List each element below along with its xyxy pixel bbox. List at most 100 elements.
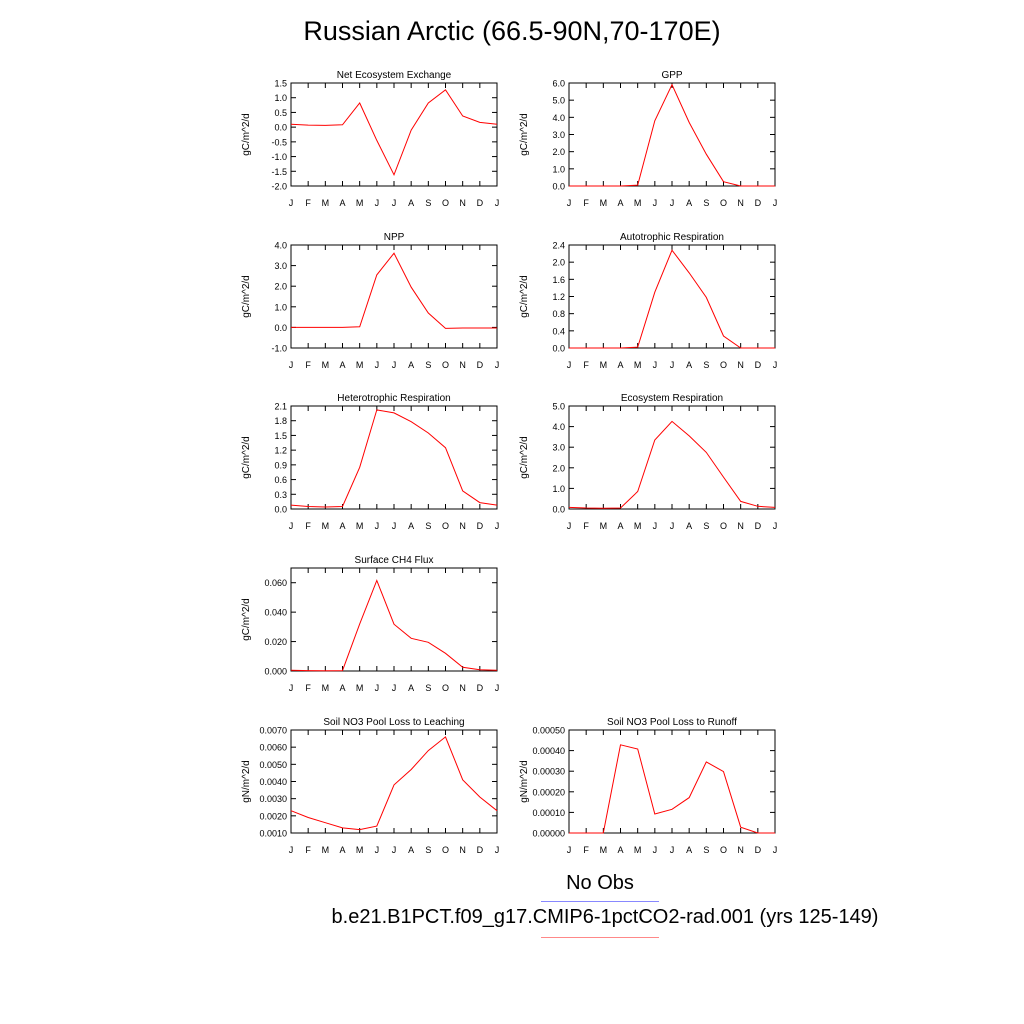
- x-tick-label: M: [322, 845, 330, 855]
- x-tick-label: J: [653, 360, 658, 370]
- x-tick-label: F: [305, 198, 311, 208]
- y-tick-label: 0.0070: [259, 726, 287, 736]
- y-axis-label: gC/m^2/d: [241, 113, 252, 156]
- x-tick-label: A: [686, 521, 692, 531]
- x-tick-label: M: [634, 360, 642, 370]
- y-axis-label: gN/m^2/d: [519, 760, 530, 803]
- x-tick-label: A: [408, 521, 414, 531]
- x-tick-label: J: [773, 198, 778, 208]
- x-tick-label: J: [495, 845, 500, 855]
- x-tick-label: J: [495, 683, 500, 693]
- y-tick-label: -1.0: [271, 344, 287, 354]
- y-tick-label: 0.020: [264, 637, 287, 647]
- x-tick-label: D: [477, 683, 484, 693]
- y-tick-label: 0.0: [552, 505, 565, 515]
- x-tick-label: J: [375, 683, 380, 693]
- x-tick-label: S: [703, 360, 709, 370]
- x-tick-label: M: [600, 521, 608, 531]
- y-axis-label: gC/m^2/d: [241, 436, 252, 479]
- x-tick-label: N: [459, 198, 466, 208]
- y-axis-label: gC/m^2/d: [519, 113, 530, 156]
- x-tick-label: D: [477, 845, 484, 855]
- x-tick-label: M: [600, 845, 608, 855]
- x-tick-label: O: [720, 521, 727, 531]
- panel-title: GPP: [661, 70, 682, 81]
- x-tick-label: A: [686, 360, 692, 370]
- x-tick-label: F: [305, 521, 311, 531]
- x-tick-label: S: [703, 845, 709, 855]
- x-tick-label: J: [289, 360, 294, 370]
- y-tick-label: 0.8: [552, 309, 565, 319]
- y-tick-label: -0.5: [271, 137, 287, 147]
- y-tick-label: 0.00000: [532, 829, 565, 839]
- x-tick-label: A: [617, 360, 623, 370]
- x-tick-label: J: [289, 198, 294, 208]
- plot-frame: [568, 82, 776, 187]
- x-tick-label: J: [567, 360, 572, 370]
- x-tick-label: O: [720, 360, 727, 370]
- x-tick-label: J: [495, 198, 500, 208]
- x-tick-label: A: [686, 845, 692, 855]
- series-line: [290, 409, 498, 508]
- panel-title: NPP: [384, 232, 405, 243]
- x-tick-label: O: [442, 360, 449, 370]
- y-tick-label: 0.040: [264, 608, 287, 618]
- x-tick-label: J: [289, 521, 294, 531]
- x-tick-label: A: [408, 683, 414, 693]
- x-tick-label: A: [408, 845, 414, 855]
- x-tick-label: M: [356, 360, 364, 370]
- x-tick-label: M: [356, 845, 364, 855]
- x-tick-label: N: [737, 845, 744, 855]
- y-tick-label: 2.4: [552, 241, 565, 251]
- panel-title: Autotrophic Respiration: [620, 232, 724, 243]
- x-tick-label: J: [670, 845, 675, 855]
- y-tick-label: 4.0: [552, 113, 565, 123]
- x-tick-label: M: [634, 198, 642, 208]
- y-tick-label: 1.2: [552, 292, 565, 302]
- plot-frame: [290, 82, 498, 187]
- y-tick-label: 1.8: [274, 416, 287, 426]
- legend-model-line: [541, 937, 659, 938]
- plot-frame: [568, 244, 776, 349]
- x-tick-label: O: [442, 683, 449, 693]
- y-tick-label: 6.0: [552, 79, 565, 89]
- y-tick-label: 5.0: [552, 402, 565, 412]
- plot-frame: [290, 567, 498, 672]
- y-tick-label: -1.5: [271, 167, 287, 177]
- x-tick-label: J: [567, 845, 572, 855]
- y-tick-label: 0.0: [274, 505, 287, 515]
- x-tick-label: M: [322, 521, 330, 531]
- y-tick-label: 1.0: [274, 93, 287, 103]
- legend-obs-label: No Obs: [566, 872, 634, 894]
- plot-frame: [290, 244, 498, 349]
- y-tick-label: 0.00040: [532, 746, 565, 756]
- x-tick-label: J: [653, 845, 658, 855]
- x-tick-label: A: [339, 198, 345, 208]
- x-tick-label: N: [737, 360, 744, 370]
- figure-title: Russian Arctic (66.5-90N,70-170E): [303, 16, 721, 46]
- x-tick-label: S: [425, 845, 431, 855]
- x-tick-label: M: [322, 198, 330, 208]
- x-tick-label: J: [773, 521, 778, 531]
- y-tick-label: 2.0: [552, 463, 565, 473]
- y-tick-label: 2.0: [552, 258, 565, 268]
- legend-model-label: b.e21.B1PCT.f09_g17.CMIP6-1pctCO2-rad.00…: [331, 906, 879, 928]
- x-tick-label: F: [305, 845, 311, 855]
- panel-title: Soil NO3 Pool Loss to Leaching: [323, 717, 464, 728]
- x-tick-label: A: [339, 521, 345, 531]
- legend-obs-line: [541, 901, 659, 902]
- y-tick-label: 0.0: [552, 344, 565, 354]
- y-tick-label: 0.0050: [259, 760, 287, 770]
- x-tick-label: O: [720, 198, 727, 208]
- y-tick-label: 0.00050: [532, 726, 565, 736]
- panel-title: Soil NO3 Pool Loss to Runoff: [607, 717, 737, 728]
- y-tick-label: 0.0060: [259, 743, 287, 753]
- x-tick-label: S: [703, 521, 709, 531]
- y-tick-label: 0.0020: [259, 811, 287, 821]
- y-tick-label: 2.0: [552, 147, 565, 157]
- x-tick-label: J: [392, 198, 397, 208]
- series-line: [569, 83, 775, 187]
- x-tick-label: J: [670, 360, 675, 370]
